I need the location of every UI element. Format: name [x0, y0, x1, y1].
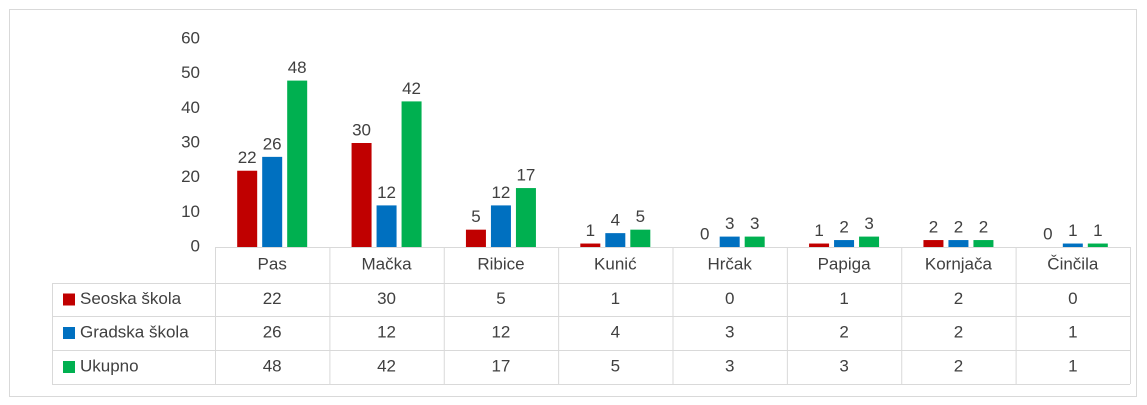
data-label: 3	[864, 214, 873, 233]
bar	[1087, 243, 1108, 247]
x-tick-label: Hrčak	[707, 254, 752, 273]
data-label: 12	[491, 183, 510, 202]
table-cell: 5	[496, 289, 505, 308]
table-cell: 1	[839, 289, 848, 308]
bar	[262, 156, 283, 247]
bar	[376, 205, 397, 247]
y-tick-label: 10	[181, 202, 200, 221]
legend-label: Ukupno	[80, 356, 139, 375]
bar	[719, 236, 740, 247]
bar	[973, 240, 994, 247]
table-cell: 2	[954, 322, 963, 341]
table-cell: 1	[1068, 356, 1077, 375]
bar	[834, 240, 855, 247]
x-tick-label: Ribice	[477, 254, 524, 273]
table-cell: 3	[839, 356, 848, 375]
table-cell: 1	[611, 289, 620, 308]
bar	[490, 205, 511, 247]
data-label: 1	[586, 221, 595, 240]
table-cell: 5	[611, 356, 620, 375]
bar	[923, 240, 944, 247]
table-cell: 1	[1068, 322, 1077, 341]
table-cell: 42	[377, 356, 396, 375]
bar	[630, 229, 651, 247]
bar	[580, 243, 601, 247]
bar	[1062, 243, 1083, 247]
data-label: 48	[288, 58, 307, 77]
data-label: 30	[352, 120, 371, 139]
data-label: 1	[814, 221, 823, 240]
legend-label: Gradska škola	[80, 322, 189, 341]
data-label: 17	[516, 166, 535, 185]
data-label: 0	[1043, 224, 1052, 243]
y-tick-label: 20	[181, 167, 200, 186]
data-label: 2	[929, 218, 938, 237]
bar	[351, 143, 372, 247]
bar	[809, 243, 830, 247]
data-label: 12	[377, 183, 396, 202]
bar	[948, 240, 969, 247]
data-label: 5	[636, 207, 645, 226]
chart-border	[9, 9, 1137, 397]
table-cell: 0	[1068, 289, 1077, 308]
bar	[465, 229, 486, 247]
data-label: 1	[1068, 221, 1077, 240]
data-label: 42	[402, 79, 421, 98]
table-cell: 30	[377, 289, 396, 308]
data-label: 2	[954, 218, 963, 237]
data-label: 1	[1093, 221, 1102, 240]
legend-swatch	[63, 361, 75, 373]
legend-swatch	[63, 293, 75, 306]
x-tick-label: Mačka	[362, 254, 413, 273]
table-cell: 12	[491, 322, 510, 341]
legend-label: Seoska škola	[80, 289, 182, 308]
table-cell: 3	[725, 356, 734, 375]
data-label: 2	[979, 218, 988, 237]
bar	[859, 236, 880, 247]
x-tick-label: Činčila	[1047, 254, 1099, 273]
bar	[237, 170, 258, 247]
table-cell: 26	[263, 322, 282, 341]
table-cell: 48	[263, 356, 282, 375]
data-label: 3	[750, 214, 759, 233]
x-tick-label: Kornjača	[925, 254, 993, 273]
table-cell: 2	[839, 322, 848, 341]
table-cell: 22	[263, 289, 282, 308]
data-label: 22	[238, 148, 257, 167]
table-cell: 17	[491, 356, 510, 375]
bar	[515, 188, 536, 247]
data-label: 4	[611, 211, 620, 230]
x-tick-label: Kunić	[594, 254, 637, 273]
bar	[744, 236, 765, 247]
table-cell: 2	[954, 356, 963, 375]
bar	[401, 101, 422, 248]
legend-swatch	[63, 327, 75, 339]
data-label: 2	[839, 218, 848, 237]
data-label: 5	[471, 207, 480, 226]
table-cell: 4	[611, 322, 620, 341]
data-label: 3	[725, 214, 734, 233]
data-label: 0	[700, 224, 709, 243]
data-label: 26	[263, 134, 282, 153]
table-cell: 12	[377, 322, 396, 341]
table-cell: 3	[725, 322, 734, 341]
y-tick-label: 30	[181, 132, 200, 151]
x-tick-label: Pas	[258, 254, 287, 273]
x-tick-label: Papiga	[818, 254, 871, 273]
y-tick-label: 60	[181, 28, 200, 47]
y-tick-label: 50	[181, 63, 200, 82]
table-cell: 2	[954, 289, 963, 308]
y-tick-label: 0	[191, 236, 200, 255]
y-tick-label: 40	[181, 98, 200, 117]
table-cell: 0	[725, 289, 734, 308]
bar	[287, 80, 308, 247]
bar	[605, 233, 626, 247]
